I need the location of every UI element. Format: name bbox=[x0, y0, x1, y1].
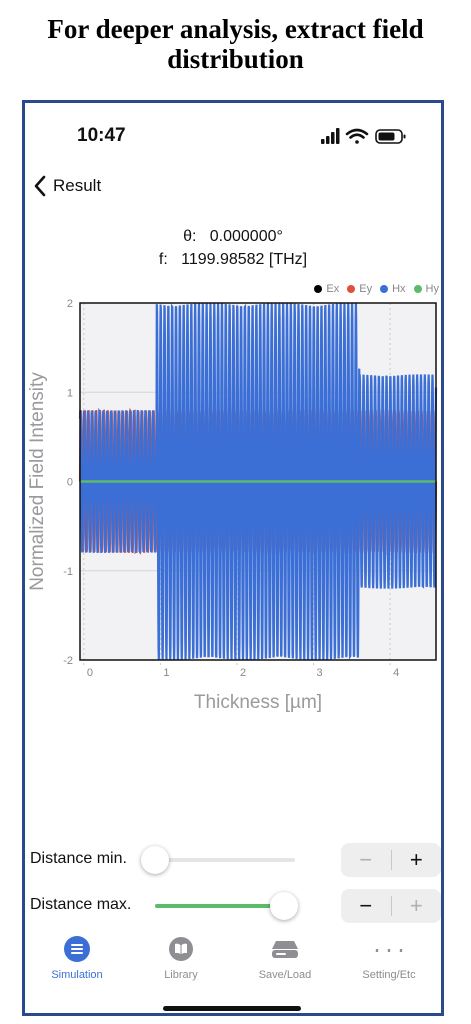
theta-label: θ: bbox=[183, 228, 197, 245]
phone-screen: 10:47 Result θ: 0.000000° f: 1199.98 bbox=[22, 100, 444, 1016]
signal-icon bbox=[321, 128, 340, 144]
frequency-label: f: bbox=[158, 251, 168, 268]
svg-text:{···}: {···} bbox=[372, 940, 406, 963]
x-tick-label: 4 bbox=[393, 667, 399, 679]
y-tick-label: 0 bbox=[67, 477, 73, 489]
y-tick-label: -2 bbox=[63, 655, 73, 667]
y-tick-label: -1 bbox=[63, 566, 73, 578]
legend-label-hx: Hx bbox=[392, 283, 406, 295]
stepper-divider bbox=[390, 850, 392, 870]
home-indicator bbox=[163, 1006, 301, 1011]
distance-max-stepper[interactable]: − + bbox=[341, 889, 441, 923]
book-icon bbox=[169, 937, 193, 961]
tab-simulation[interactable]: Simulation bbox=[25, 935, 129, 985]
tab-bar: Simulation Library Save/Load bbox=[25, 935, 441, 985]
wifi-icon bbox=[345, 128, 369, 144]
x-axis-label: Thickness [µm] bbox=[194, 692, 322, 713]
x-tick-label: 1 bbox=[163, 667, 169, 679]
figure-caption: For deeper analysis, extract field distr… bbox=[47, 14, 424, 74]
field-distribution-chart[interactable]: -2 -1 0 1 2 0 1 2 3 4 Thickness [µm] Normalized Fie… bbox=[25, 293, 441, 723]
distance-min-decrement-button[interactable]: − bbox=[359, 847, 373, 872]
legend-item-ey[interactable]: Ey bbox=[347, 283, 372, 295]
x-tick-label: 2 bbox=[240, 667, 246, 679]
braces-icon: {···} bbox=[372, 940, 406, 963]
legend-item-hx[interactable]: Hx bbox=[380, 283, 406, 295]
back-button[interactable]: Result bbox=[33, 173, 101, 199]
series-hx-line bbox=[78, 302, 438, 661]
tab-save-load-label: Save/Load bbox=[258, 969, 312, 981]
plot-border bbox=[79, 302, 437, 661]
x-tick-label: 0 bbox=[87, 667, 93, 679]
y-axis-label: Normalized Field Intensity bbox=[27, 372, 48, 591]
tab-setting-etc[interactable]: {···} Setting/Etc bbox=[337, 935, 441, 985]
tab-setting-etc-label: Setting/Etc bbox=[362, 969, 416, 981]
frequency-value: 1199.98582 [THz] bbox=[181, 251, 308, 268]
tab-library-label: Library bbox=[164, 969, 198, 981]
theta-readout: θ: 0.000000° bbox=[25, 228, 441, 246]
legend-item-hy[interactable]: Hy bbox=[413, 283, 439, 295]
x-tick-label: 3 bbox=[317, 667, 323, 679]
chevron-left-icon bbox=[34, 175, 46, 197]
y-tick-label: 1 bbox=[67, 387, 73, 399]
stepper-divider bbox=[390, 896, 392, 916]
distance-min-label: Distance min. bbox=[30, 850, 127, 867]
distance-min-increment-button[interactable]: + bbox=[409, 847, 423, 872]
distance-max-increment-button[interactable]: + bbox=[409, 893, 423, 918]
status-time: 10:47 bbox=[77, 125, 126, 146]
y-tick-label: 2 bbox=[67, 298, 73, 310]
back-label: Result bbox=[53, 176, 102, 195]
tab-simulation-label: Simulation bbox=[51, 969, 103, 981]
legend-label-hy: Hy bbox=[425, 283, 439, 295]
tab-library[interactable]: Library bbox=[129, 935, 233, 985]
battery-icon bbox=[375, 129, 406, 144]
frequency-readout: f: 1199.98582 [THz] bbox=[25, 251, 441, 269]
distance-min-thumb[interactable] bbox=[141, 846, 169, 874]
drive-icon bbox=[272, 941, 298, 958]
distance-max-fill bbox=[155, 904, 284, 908]
distance-max-thumb[interactable] bbox=[269, 892, 298, 920]
distance-min-track[interactable] bbox=[155, 858, 295, 862]
tab-save-load[interactable]: Save/Load bbox=[233, 935, 337, 985]
legend-label-ex: Ex bbox=[326, 283, 340, 295]
status-icons bbox=[321, 128, 406, 144]
legend-item-ex[interactable]: Ex bbox=[314, 283, 339, 295]
list-icon bbox=[64, 936, 90, 962]
distance-max-track[interactable] bbox=[155, 904, 295, 908]
chart-legend: Ex Ey Hx Hy bbox=[314, 283, 439, 295]
legend-label-ey: Ey bbox=[359, 283, 373, 295]
distance-max-decrement-button[interactable]: − bbox=[359, 893, 373, 918]
distance-max-label: Distance max. bbox=[30, 896, 132, 913]
theta-value: 0.000000° bbox=[209, 228, 283, 245]
distance-min-stepper[interactable]: − + bbox=[341, 843, 441, 877]
